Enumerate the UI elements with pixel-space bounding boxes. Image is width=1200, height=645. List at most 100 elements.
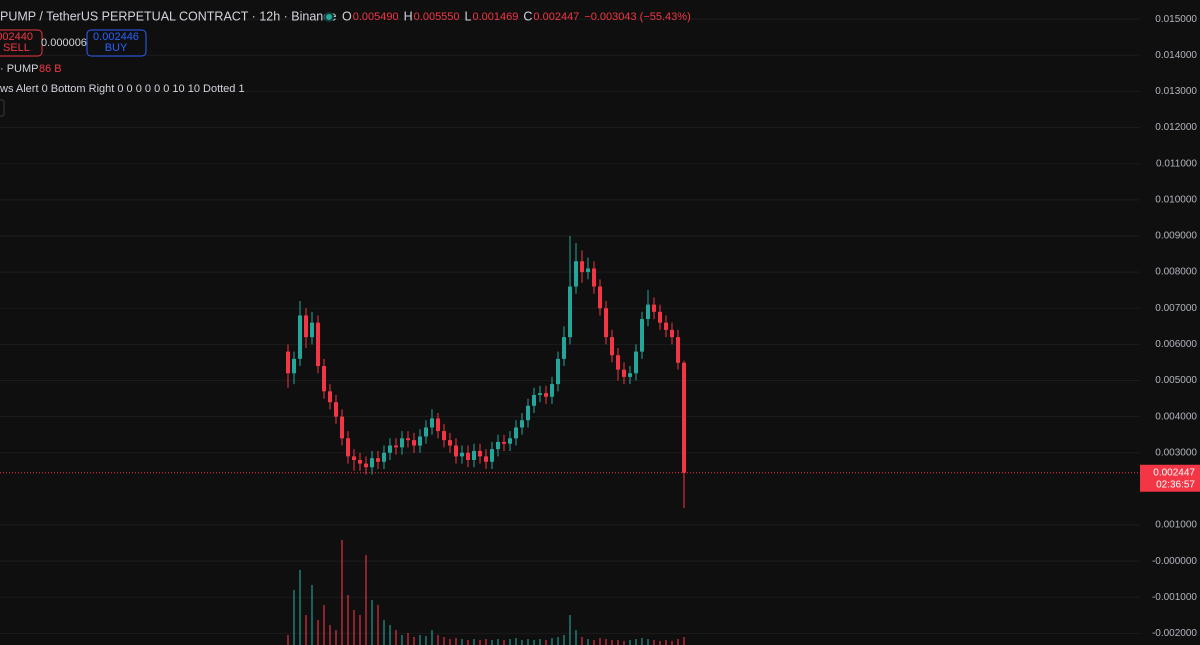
volume-bar [653, 640, 655, 645]
volume-bar [569, 615, 571, 645]
volume-bar [293, 590, 295, 645]
volume-bar [617, 640, 619, 645]
candle-body [286, 351, 290, 374]
volume-bar [515, 638, 517, 645]
sell-button[interactable] [0, 29, 43, 57]
candle-body [298, 315, 302, 359]
volume-bar [497, 639, 499, 645]
candle-body [520, 420, 524, 428]
candle-body [430, 418, 434, 428]
indicator-legend: ws Alert 0 Bottom Right 0 0 0 0 0 0 10 1… [0, 83, 245, 95]
candle-body [508, 438, 512, 444]
candle-body [466, 452, 470, 460]
candle-body [526, 405, 530, 421]
volume-bar [335, 630, 337, 645]
volume-bar [593, 640, 595, 645]
candle-body [664, 322, 668, 330]
candle-body [340, 416, 344, 439]
candle-body [670, 329, 674, 338]
candle-body [316, 322, 320, 367]
candle-body [412, 440, 416, 446]
candle-body [496, 441, 500, 450]
candle-body [322, 366, 326, 392]
candles [0, 235, 1140, 509]
volume-bar [479, 640, 481, 645]
candle-body [676, 337, 680, 363]
candle-body [364, 463, 368, 468]
candle-body [538, 393, 542, 395]
candle-body [634, 351, 638, 374]
volume-bar [629, 640, 631, 645]
volume-bar [623, 641, 625, 645]
legend-value: 0.002447 [533, 11, 579, 23]
collapse-button[interactable] [0, 99, 5, 117]
y-tick-label: 0.011000 [1156, 158, 1197, 169]
candle-body [586, 268, 590, 273]
candle-body [628, 373, 632, 377]
candle-body [352, 456, 356, 460]
buy-price: 0.002446 [93, 31, 139, 43]
volume-bar [443, 637, 445, 645]
volume-bar [485, 639, 487, 645]
volume-bar [371, 600, 373, 645]
volume-bar [551, 638, 553, 645]
candle-body [436, 418, 440, 432]
y-tick-label: 0.003000 [1155, 447, 1197, 458]
y-tick-label: 0.014000 [1155, 50, 1197, 61]
volume-bar [533, 640, 535, 645]
volume-bar [641, 638, 643, 645]
volume-bar [389, 625, 391, 645]
volume-bar [665, 640, 667, 645]
y-tick-label: 0.009000 [1155, 231, 1197, 242]
candle-body [442, 431, 446, 441]
candle-body [682, 362, 686, 473]
candle-body [292, 358, 296, 374]
volume-bar [407, 633, 409, 645]
legend-value: 0.005550 [414, 11, 460, 23]
candle-body [616, 355, 620, 370]
candle-body [592, 268, 596, 287]
candle-body [580, 261, 584, 273]
buy-button[interactable] [86, 29, 147, 57]
y-tick-label: 0.012000 [1155, 122, 1197, 133]
candle-body [400, 438, 404, 448]
last-price-label: 0.002447 [1153, 467, 1195, 478]
candle-body [514, 427, 518, 439]
volume-bar [563, 635, 565, 645]
candle-body [574, 261, 578, 287]
ohlc-legend: O 0.005490 H 0.005550 L 0.001469 C 0.002447 −0.0… [342, 9, 691, 23]
candle-body [652, 304, 656, 312]
candle-body [346, 438, 350, 457]
legend-key: H [404, 9, 413, 23]
volume-bar [659, 641, 661, 645]
volume-bar [581, 637, 583, 645]
volume-bar [401, 635, 403, 645]
volume-bar [611, 640, 613, 645]
volume-bar [545, 640, 547, 645]
candle-body [454, 445, 458, 457]
candle-body [484, 456, 488, 462]
candle-body [646, 304, 650, 320]
candle-body [304, 315, 308, 338]
volume-bar [521, 640, 523, 645]
volume-bar [671, 641, 673, 645]
volume-bar [527, 639, 529, 645]
volume-bar [341, 540, 343, 645]
sell-price: 002440 [0, 31, 33, 43]
candle-body [418, 436, 422, 446]
volume-bar [353, 610, 355, 645]
y-tick-label: 0.005000 [1155, 375, 1197, 386]
volume-bar [347, 595, 349, 645]
candle-body [334, 402, 338, 417]
volume-bar [299, 570, 301, 645]
volume-bar [683, 637, 685, 645]
y-tick-label: 0.007000 [1155, 303, 1197, 314]
legend-key: C [523, 9, 532, 23]
y-tick-label: 0.010000 [1155, 194, 1197, 205]
volume-bar [365, 555, 367, 645]
volume-bar [605, 639, 607, 645]
volume-bar [503, 640, 505, 645]
legend-key: L [465, 9, 472, 23]
y-tick-label: 0.015000 [1155, 14, 1197, 25]
volume-bar [431, 630, 433, 645]
